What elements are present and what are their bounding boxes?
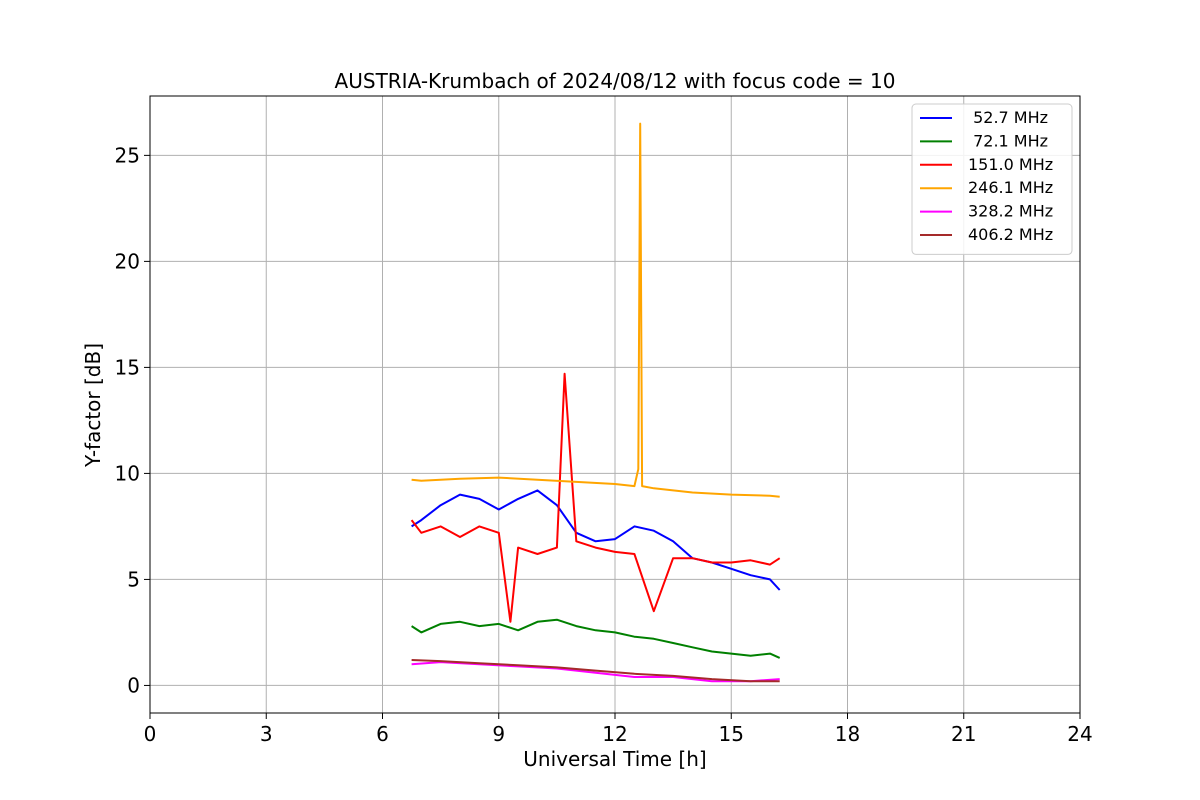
series-line-1 — [411, 618, 781, 659]
x-tick-label: 21 — [951, 722, 976, 746]
legend-label: 72.1 MHz — [968, 131, 1048, 150]
x-tick-label: 6 — [376, 722, 389, 746]
chart-title: AUSTRIA-Krumbach of 2024/08/12 with focu… — [335, 69, 896, 93]
y-tick-label: 10 — [115, 461, 140, 485]
x-tick-label: 15 — [719, 722, 744, 746]
series-line-0 — [411, 489, 781, 591]
x-tick-label: 24 — [1067, 722, 1092, 746]
series-layer — [410, 122, 781, 683]
y-tick-label: 15 — [115, 355, 140, 379]
legend-label: 246.1 MHz — [968, 178, 1053, 197]
y-tick-label: 0 — [127, 673, 140, 697]
y-tick-label: 25 — [115, 143, 140, 167]
x-tick-label: 9 — [492, 722, 505, 746]
y-tick-label: 5 — [127, 567, 140, 591]
y-tick-label: 20 — [115, 249, 140, 273]
legend: 52.7 MHz 72.1 MHz 151.0 MHz 246.1 MHz 328.2… — [911, 103, 1073, 255]
x-tick-label: 18 — [835, 722, 860, 746]
series-line-5 — [411, 659, 780, 683]
x-axis-label: Universal Time [h] — [523, 747, 706, 771]
y-ticks: 0 5 10 15 20 25 — [115, 143, 150, 697]
legend-label: 406.2 MHz — [968, 225, 1053, 244]
x-tick-label: 12 — [602, 722, 627, 746]
x-ticks: 0 3 6 9 12 15 18 21 24 — [144, 713, 1093, 746]
series-line-2 — [410, 372, 781, 623]
y-axis-label: Y-factor [dB] — [81, 343, 105, 468]
legend-label: 151.0 MHz — [968, 155, 1053, 174]
legend-label: 52.7 MHz — [968, 108, 1048, 127]
x-tick-label: 3 — [260, 722, 273, 746]
series-line-3 — [411, 122, 780, 498]
x-tick-label: 0 — [144, 722, 157, 746]
legend-label: 328.2 MHz — [968, 202, 1053, 221]
